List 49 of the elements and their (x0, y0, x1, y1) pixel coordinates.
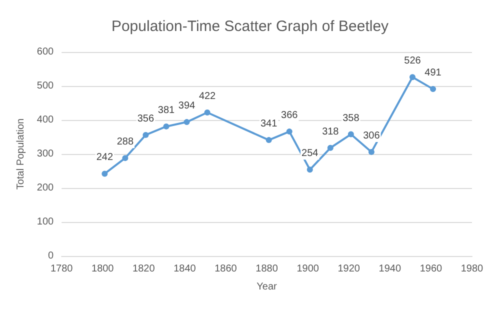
point (409, 74, 416, 80)
point (348, 131, 354, 138)
y-tick-label: 500 (36, 80, 54, 92)
data-label: 366 (281, 110, 298, 122)
point (266, 137, 272, 144)
y-tick-label: 200 (36, 182, 54, 194)
y-axis-title: Total Population (16, 118, 26, 190)
point (184, 119, 190, 126)
x-tick-label: 1880 (256, 264, 278, 274)
x-tick-label: 1780 (50, 264, 74, 274)
data-label: 394 (178, 100, 196, 112)
point (327, 144, 334, 151)
point (306, 166, 313, 173)
point (142, 132, 149, 138)
x-tick-label: 1840 (174, 264, 196, 274)
y-tick-label: 0 (48, 250, 54, 262)
data-label: 318 (322, 126, 340, 138)
data-label: 356 (137, 113, 154, 124)
data-label: 526 (404, 56, 422, 67)
point (102, 170, 108, 177)
x-tick-label: 1800 (92, 264, 114, 274)
x-tick-label: 1940 (378, 264, 402, 274)
data-label: 306 (363, 130, 380, 142)
y-tick-label: 300 (36, 148, 54, 160)
x-tick-label: 1960 (420, 264, 443, 274)
point (204, 110, 210, 116)
x-tick-label: 1980 (460, 264, 484, 274)
x-tick-label: 1820 (132, 264, 156, 274)
data-label: 242 (96, 152, 114, 164)
data-label: 254 (302, 148, 319, 160)
chart-title: Population-Time Scatter Graph of Beetley (111, 18, 390, 35)
point (430, 86, 436, 92)
point (368, 148, 374, 155)
data-label: 341 (260, 118, 278, 130)
data-label: 288 (116, 136, 134, 148)
y-tick-label: 600 (36, 46, 54, 58)
x-tick-label: 1900 (296, 264, 320, 274)
x-tick-label: 1920 (338, 264, 360, 274)
x-axis-title: Year (256, 282, 278, 292)
data-label: 491 (424, 68, 442, 79)
point (286, 128, 292, 135)
data-label: 381 (158, 104, 176, 116)
y-tick-label: 100 (36, 216, 54, 228)
point (122, 155, 128, 162)
data-label: 358 (342, 112, 360, 124)
x-tick-label: 1860 (214, 264, 238, 274)
point (163, 123, 170, 130)
data-label: 422 (198, 91, 216, 102)
y-tick-label: 400 (36, 114, 54, 126)
